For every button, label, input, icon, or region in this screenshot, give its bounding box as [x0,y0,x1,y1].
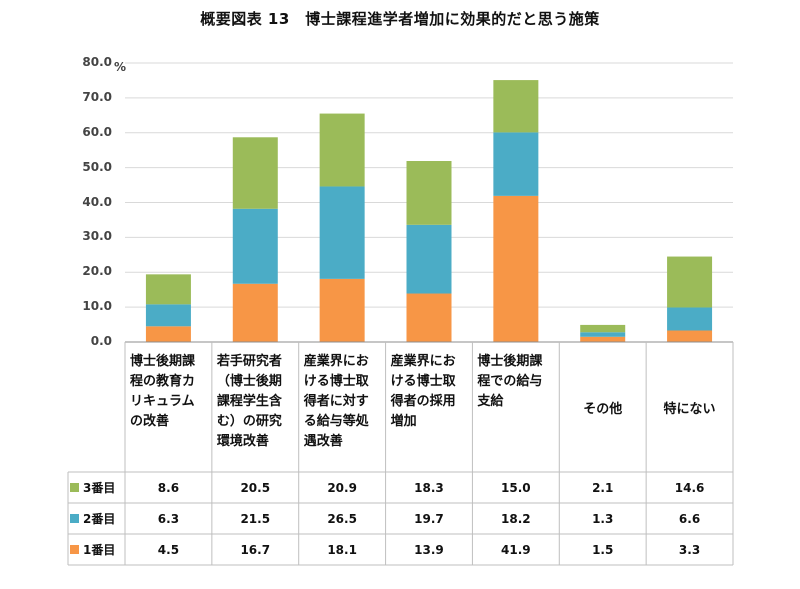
bar-segment [580,336,626,342]
legend-row-label: 2番目 [70,511,124,527]
bar-segment [493,80,539,133]
y-tick-label: 0.0 [90,334,112,348]
bar-segment [145,274,191,305]
table-value: 13.9 [414,543,444,557]
bar-segment [406,293,452,342]
y-unit-label: % [114,60,127,74]
legend-text: 3番目 [83,481,116,495]
bar-segment [145,304,191,327]
table-value: 3.3 [678,543,701,557]
y-tick-label: 40.0 [82,194,112,209]
category-label: 博士後期課程での給与支給 [477,354,543,409]
table-value: 18.2 [501,512,531,526]
bar-segment [232,283,278,342]
category-label: 産業界における博士取得者に対する給与等処遇改善 [303,354,369,449]
bar-segment [493,195,539,342]
bar-segment [667,330,713,342]
bar-segment [667,307,713,331]
table-value: 41.9 [501,543,531,557]
bar-segment [232,137,278,209]
bar-segment [667,256,713,308]
y-tick-label: 50.0 [82,159,112,174]
table-value: 2.1 [592,481,614,495]
table-value: 19.7 [414,512,444,526]
legend-text: 1番目 [83,543,116,557]
bar-segment [145,326,191,342]
legend-row-label: 1番目 [70,542,124,558]
y-tick-label: 60.0 [82,124,112,139]
table-value: 18.3 [414,481,444,495]
bar-segment [319,113,365,187]
table-value: 6.3 [157,512,180,526]
table-value: 20.5 [240,481,271,495]
table-value: 16.7 [240,543,271,557]
table-value: 21.5 [240,512,271,526]
table-value: 20.9 [327,481,357,495]
bar-segment [232,208,278,284]
y-tick-label: 20.0 [82,264,112,279]
bar-segment [319,186,365,279]
table-value: 6.6 [678,512,701,526]
bar-segment [319,278,365,342]
y-tick-label: 10.0 [82,299,112,314]
table-value: 4.5 [157,543,180,557]
bar-segment [493,132,539,196]
table-value: 15.0 [501,481,531,495]
legend-swatch [70,514,79,523]
legend-text: 2番目 [83,512,116,526]
table-value: 14.6 [674,481,705,495]
category-label: その他 [583,402,623,417]
table-value: 18.1 [327,543,357,557]
table-value: 8.6 [157,481,180,495]
table-value: 1.3 [592,512,614,526]
category-label: 博士後期課程の教育カリキュラムの改善 [130,354,196,429]
legend-swatch [70,483,79,492]
bar-segment [580,324,626,333]
chart-title: 概要図表 13 博士課程進学者増加に効果的だと思う施策 [200,10,600,28]
bar-segment [406,224,452,294]
category-label: 産業界における博士取得者の採用増加 [390,354,456,429]
category-label: 若手研究者（博士後期課程学生含む）の研究環境改善 [216,354,282,449]
table-value: 1.5 [592,543,614,557]
legend-row-label: 3番目 [70,480,124,496]
legend-swatch [70,545,79,554]
bar-segment [580,332,626,337]
table-value: 26.5 [327,512,357,526]
y-tick-label: 70.0 [82,89,112,104]
category-label: 特にない [663,402,716,417]
bar-segment [406,160,452,225]
y-tick-label: 30.0 [82,229,112,244]
y-tick-label: 80.0 [82,55,112,69]
